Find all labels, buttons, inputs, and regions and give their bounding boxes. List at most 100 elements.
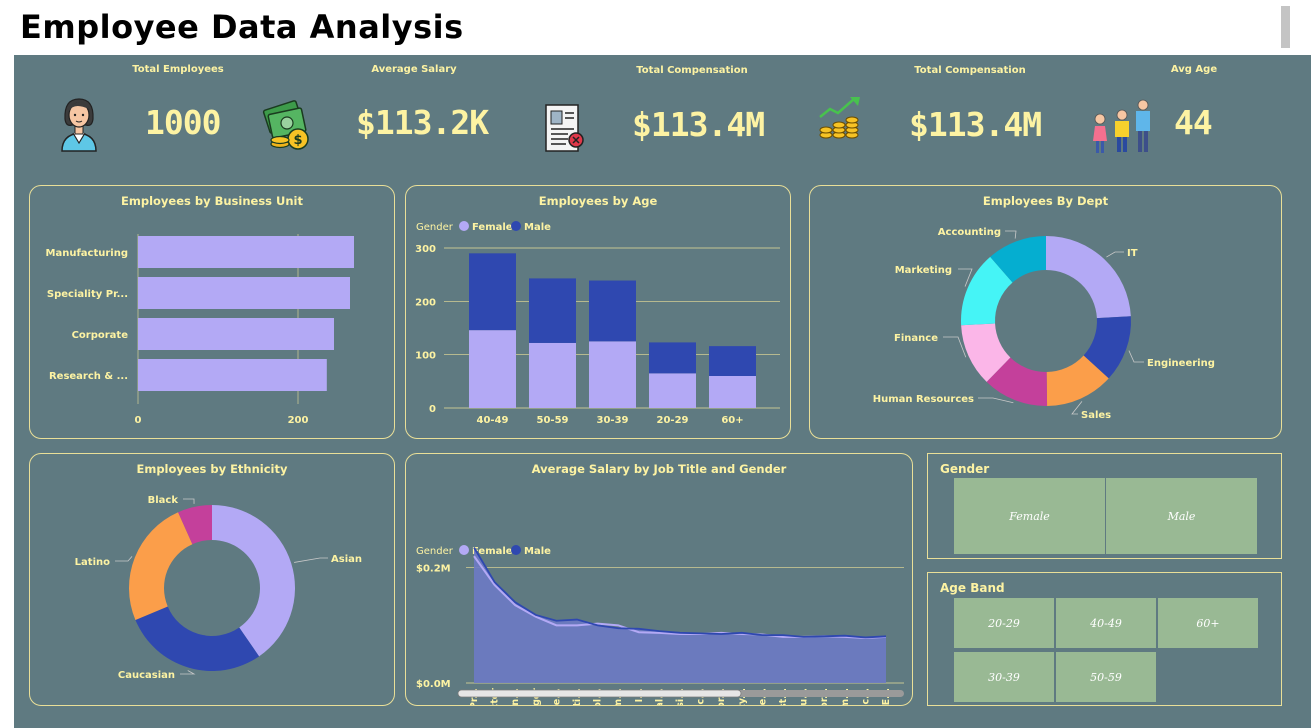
slice-label-human-resources: Human Resources <box>873 394 974 405</box>
bar-male-50-59 <box>529 278 576 343</box>
card-age: Employees by Age Gender Female Male 0 100 200… <box>405 185 791 439</box>
chart-title-age: Employees by Age <box>538 194 658 208</box>
slice-label-marketing: Marketing <box>895 265 952 276</box>
x-tick-label-0: 0 <box>135 415 142 426</box>
bar-female-50-59 <box>529 342 576 408</box>
legend-swatch-male <box>511 545 521 555</box>
slicer-gender-female[interactable]: Female <box>954 478 1105 554</box>
slice-label-accounting: Accounting <box>938 227 1001 238</box>
leader-black <box>183 498 195 504</box>
leader-engineering <box>1128 350 1144 363</box>
resume-icon <box>545 104 584 152</box>
chart-age[interactable]: Gender Female Male 0 100 200 300 40-49 50-59 30-3… <box>406 186 790 438</box>
page-scrollbar[interactable] <box>1281 6 1290 48</box>
legend-title: Gender <box>416 222 454 233</box>
x-tick-label-30-39: 30-39 <box>597 415 629 426</box>
y-tick-label-0: $0.0M <box>416 679 451 690</box>
slice-latino <box>129 512 193 621</box>
slice-sales <box>1046 355 1109 406</box>
slicer-gender-title: Gender <box>940 462 990 476</box>
employee-icon <box>61 98 97 152</box>
x-tick-label-40-49: 40-49 <box>477 415 509 426</box>
slice-accounting <box>990 236 1046 283</box>
kpi-value-total-compensation: $113.4M <box>632 105 765 144</box>
y-tick-label-100: 100 <box>415 351 436 362</box>
bar-male-60 <box>709 346 756 376</box>
bar-manufacturing <box>138 236 354 268</box>
card-dept: Employees By Dept IT Engineering Sales Huma… <box>809 185 1282 439</box>
card-salary-job: Average Salary by Job Title and Gender G… <box>405 453 913 706</box>
y-tick-label-0: 0 <box>429 404 436 415</box>
line-male <box>473 547 887 639</box>
page-title: Employee Data Analysis <box>20 8 464 46</box>
slice-human-resources <box>986 357 1048 406</box>
slice-caucasian <box>135 606 260 671</box>
slicer-age-60-plus[interactable]: 60+ <box>1158 598 1258 648</box>
leader-asian <box>294 557 328 563</box>
bar-male-20-29 <box>649 342 696 374</box>
leader-marketing <box>958 268 973 287</box>
kpi-value-average-salary: $113.2K <box>356 103 489 142</box>
title-bar: Employee Data Analysis <box>0 0 1311 55</box>
chart-title-business-unit: Employees by Business Unit <box>121 194 303 208</box>
slice-engineering <box>1083 316 1131 379</box>
bar-female-60 <box>709 376 756 408</box>
kpi-label-total-employees: Total Employees <box>132 64 224 75</box>
legend-swatch-female <box>459 545 469 555</box>
slice-label-finance: Finance <box>894 333 938 344</box>
slicer-age-50-59[interactable]: 50-59 <box>1056 652 1156 702</box>
card-ethnicity: Employees by Ethnicity Asian Caucasian Lat… <box>29 453 395 706</box>
leader-it <box>1106 251 1124 258</box>
category-label-research: Research & ... <box>49 371 128 382</box>
slice-label-black: Black <box>148 495 179 506</box>
chart-business-unit[interactable]: 0 200 Manufacturing Speciality Pr... Corpora… <box>30 186 394 438</box>
slicer-age-40-49[interactable]: 40-49 <box>1056 598 1156 648</box>
x-tick-label-200: 200 <box>288 415 309 426</box>
leader-sales <box>1071 401 1083 415</box>
area-male <box>474 547 886 683</box>
slice-marketing <box>961 256 1013 326</box>
dashboard-canvas: Total Employees Average Salary Total Com… <box>14 55 1311 728</box>
svg-text:$: $ <box>293 133 302 148</box>
category-label-corporate: Corporate <box>72 330 129 341</box>
legend-label-male: Male <box>524 222 551 233</box>
bar-male-30-39 <box>589 280 636 342</box>
kpi-value-total-employees: 1000 <box>145 103 221 142</box>
slice-finance <box>961 323 1011 382</box>
chart-ethnicity[interactable]: Asian Caucasian Latino Black <box>30 454 394 705</box>
y-tick-label-200: 200 <box>415 297 436 308</box>
bar-male-40-49 <box>469 253 516 331</box>
x-tick-label-20-29: 20-29 <box>657 415 689 426</box>
horizontal-scrollbar-thumb[interactable] <box>457 689 742 698</box>
legend-label-male: Male <box>524 546 551 557</box>
leader-latino <box>115 556 133 562</box>
leader-human-resources <box>978 397 1014 404</box>
x-tick-label-60: 60+ <box>721 415 743 426</box>
slice-label-latino: Latino <box>75 557 110 568</box>
x-tick-label-50-59: 50-59 <box>537 415 569 426</box>
chart-title-salary-job: Average Salary by Job Title and Gender <box>531 462 787 476</box>
legend-title: Gender <box>416 546 454 557</box>
category-label-manufacturing: Manufacturing <box>46 248 129 259</box>
slice-black <box>178 505 212 545</box>
slicer-gender-male[interactable]: Male <box>1106 478 1257 554</box>
card-business-unit: Employees by Business Unit 0 200 Manufactu… <box>29 185 395 439</box>
slice-label-engineering: Engineering <box>1147 358 1215 369</box>
y-tick-label-1: $0.2M <box>416 564 451 575</box>
bar-research <box>138 359 327 391</box>
slicer-age-20-29[interactable]: 20-29 <box>954 598 1054 648</box>
leader-finance <box>943 336 967 358</box>
category-label-speciality-pr: Speciality Pr... <box>47 289 128 300</box>
growth-coins-icon <box>819 97 860 139</box>
leader-caucasian <box>180 670 196 675</box>
chart-title-ethnicity: Employees by Ethnicity <box>136 462 288 476</box>
legend-swatch-female <box>459 221 469 231</box>
slicer-age-30-39[interactable]: 30-39 <box>954 652 1054 702</box>
bar-corporate <box>138 318 334 350</box>
chart-dept[interactable]: IT Engineering Sales Human Resources Finance… <box>810 186 1281 438</box>
kpi-value-avg-age: 44 <box>1174 103 1213 142</box>
leader-accounting <box>1005 230 1017 239</box>
y-tick-label-300: 300 <box>415 244 436 255</box>
legend-label-female: Female <box>472 222 513 233</box>
